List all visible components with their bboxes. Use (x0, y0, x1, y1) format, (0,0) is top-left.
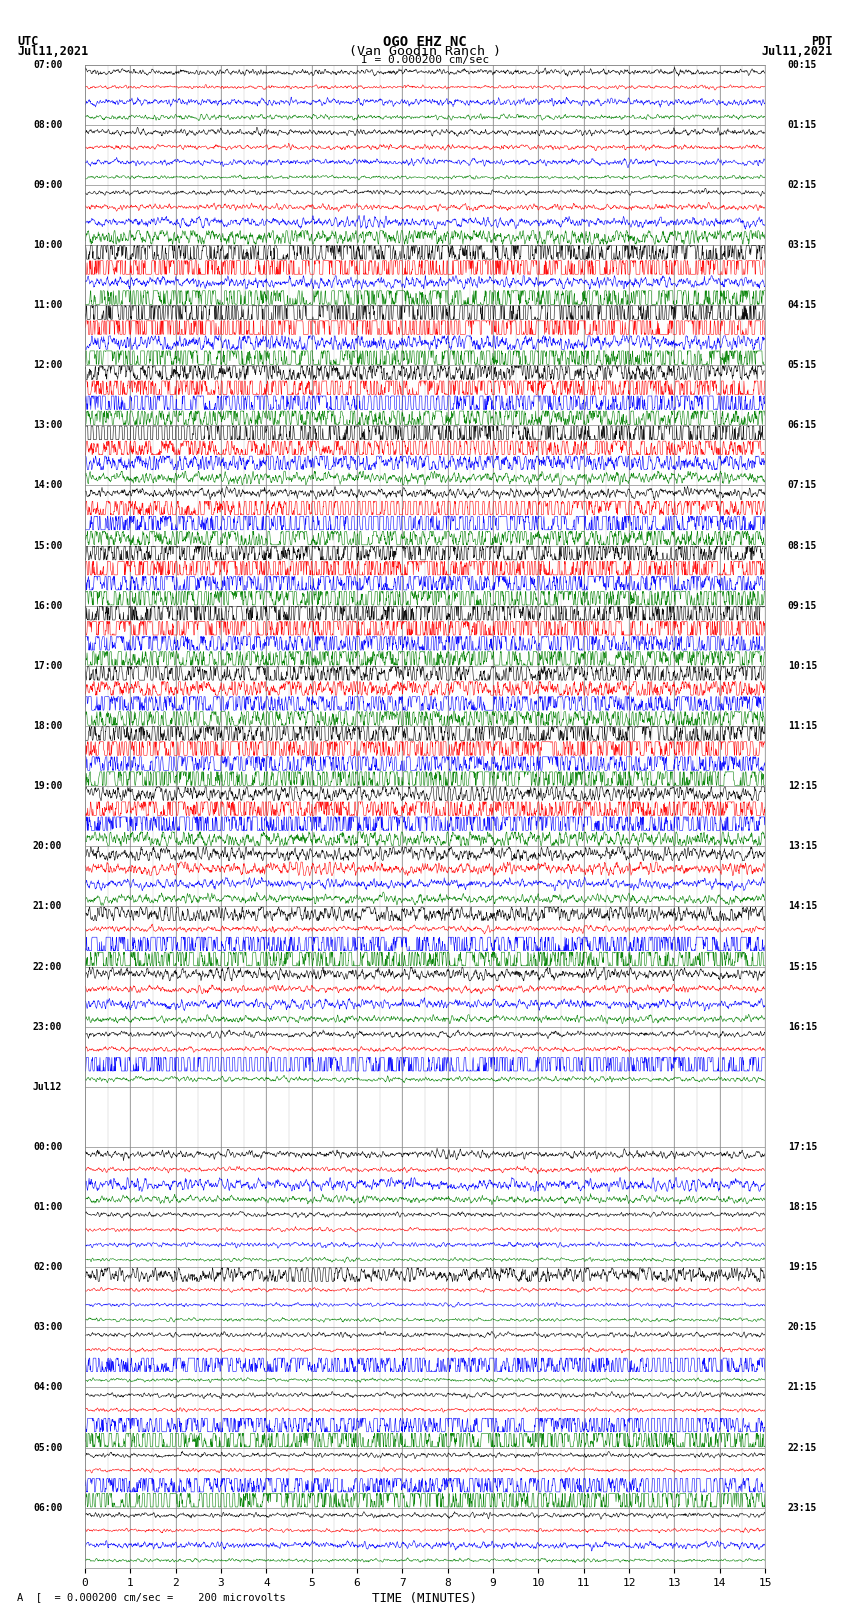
Text: 10:15: 10:15 (788, 661, 817, 671)
Text: Jul11,2021: Jul11,2021 (17, 45, 88, 58)
Text: 06:00: 06:00 (33, 1503, 62, 1513)
Text: 22:00: 22:00 (33, 961, 62, 971)
Text: 13:15: 13:15 (788, 842, 817, 852)
Text: 05:00: 05:00 (33, 1442, 62, 1453)
Text: 10:00: 10:00 (33, 240, 62, 250)
Text: 17:00: 17:00 (33, 661, 62, 671)
Text: 15:00: 15:00 (33, 540, 62, 550)
Text: 16:15: 16:15 (788, 1021, 817, 1032)
Text: 02:00: 02:00 (33, 1263, 62, 1273)
Text: 19:15: 19:15 (788, 1263, 817, 1273)
Text: 04:15: 04:15 (788, 300, 817, 310)
Text: 01:00: 01:00 (33, 1202, 62, 1211)
Text: 12:15: 12:15 (788, 781, 817, 790)
Text: 00:15: 00:15 (788, 60, 817, 69)
Text: 13:00: 13:00 (33, 421, 62, 431)
Text: 19:00: 19:00 (33, 781, 62, 790)
Text: 07:00: 07:00 (33, 60, 62, 69)
Text: 18:00: 18:00 (33, 721, 62, 731)
Text: PDT: PDT (812, 35, 833, 48)
Text: 01:15: 01:15 (788, 119, 817, 129)
Text: 22:15: 22:15 (788, 1442, 817, 1453)
Text: 00:00: 00:00 (33, 1142, 62, 1152)
Text: A  [  = 0.000200 cm/sec =    200 microvolts: A [ = 0.000200 cm/sec = 200 microvolts (17, 1592, 286, 1602)
Text: 09:15: 09:15 (788, 600, 817, 611)
Text: 20:15: 20:15 (788, 1323, 817, 1332)
Text: 07:15: 07:15 (788, 481, 817, 490)
Text: 23:00: 23:00 (33, 1021, 62, 1032)
Text: 11:00: 11:00 (33, 300, 62, 310)
Text: OGO EHZ NC: OGO EHZ NC (383, 35, 467, 50)
X-axis label: TIME (MINUTES): TIME (MINUTES) (372, 1592, 478, 1605)
Text: 12:00: 12:00 (33, 360, 62, 369)
Text: 21:15: 21:15 (788, 1382, 817, 1392)
Text: 06:15: 06:15 (788, 421, 817, 431)
Text: 15:15: 15:15 (788, 961, 817, 971)
Text: 08:15: 08:15 (788, 540, 817, 550)
Text: 05:15: 05:15 (788, 360, 817, 369)
Text: 09:00: 09:00 (33, 179, 62, 190)
Text: (Van Goodin Ranch ): (Van Goodin Ranch ) (349, 45, 501, 58)
Text: 11:15: 11:15 (788, 721, 817, 731)
Text: 21:00: 21:00 (33, 902, 62, 911)
Text: 04:00: 04:00 (33, 1382, 62, 1392)
Text: 03:00: 03:00 (33, 1323, 62, 1332)
Text: 16:00: 16:00 (33, 600, 62, 611)
Text: 23:15: 23:15 (788, 1503, 817, 1513)
Text: I = 0.000200 cm/sec: I = 0.000200 cm/sec (361, 55, 489, 65)
Text: Jul11,2021: Jul11,2021 (762, 45, 833, 58)
Text: 14:15: 14:15 (788, 902, 817, 911)
Text: 02:15: 02:15 (788, 179, 817, 190)
Text: 03:15: 03:15 (788, 240, 817, 250)
Text: 20:00: 20:00 (33, 842, 62, 852)
Text: 14:00: 14:00 (33, 481, 62, 490)
Text: 08:00: 08:00 (33, 119, 62, 129)
Text: 17:15: 17:15 (788, 1142, 817, 1152)
Text: UTC: UTC (17, 35, 38, 48)
Text: Jul12: Jul12 (33, 1082, 62, 1092)
Text: 18:15: 18:15 (788, 1202, 817, 1211)
